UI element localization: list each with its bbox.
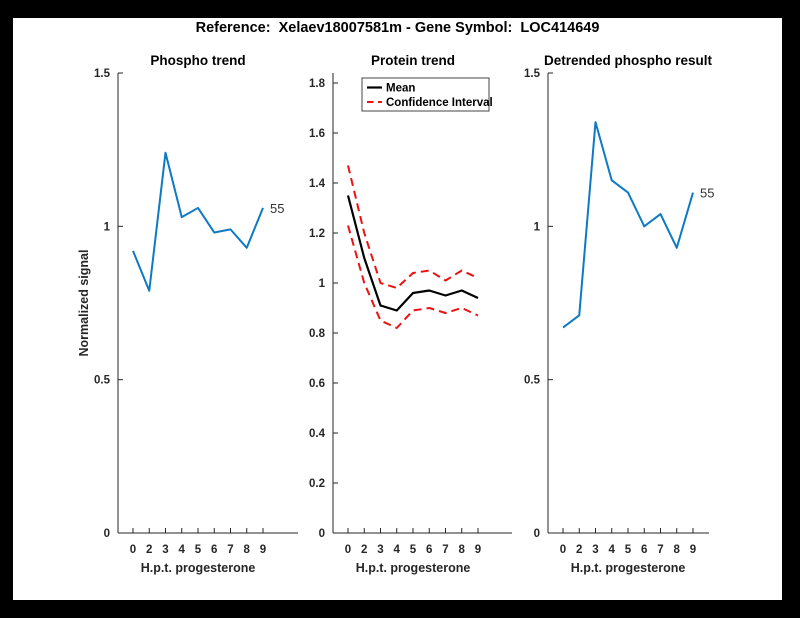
end-point-label: 55 bbox=[700, 186, 714, 201]
y-axis-label: Normalized signal bbox=[77, 250, 91, 357]
subplot-title: Protein trend bbox=[371, 53, 455, 68]
x-tick-label: 2 bbox=[361, 544, 367, 556]
x-tick-label: 5 bbox=[410, 544, 417, 556]
x-tick-label: 3 bbox=[592, 544, 598, 556]
x-tick-label: 5 bbox=[625, 544, 632, 556]
y-tick-label: 0.6 bbox=[309, 378, 325, 390]
x-tick-label: 9 bbox=[475, 544, 481, 556]
y-tick-label: 0 bbox=[319, 528, 325, 540]
subplot-protein-trend: 00.20.40.60.811.21.41.61.80 2 3 4 5 6 7 8 9Prote… bbox=[309, 53, 512, 575]
x-tick-label: 3 bbox=[162, 544, 168, 556]
x-tick-label: 6 bbox=[641, 544, 647, 556]
legend-label: Confidence Interval bbox=[386, 97, 493, 109]
y-tick-label: 1 bbox=[534, 221, 541, 233]
x-tick-label: 4 bbox=[609, 544, 616, 556]
x-tick-label: 0 bbox=[130, 544, 136, 556]
series-line-confidence-interval-upper bbox=[347, 165, 479, 289]
legend-label: Mean bbox=[386, 83, 415, 95]
y-tick-label: 0.4 bbox=[309, 428, 326, 440]
x-axis-label: H.p.t. progesterone bbox=[141, 561, 256, 575]
y-tick-label: 1 bbox=[104, 221, 111, 233]
x-tick-label: 7 bbox=[227, 544, 233, 556]
x-axis-label: H.p.t. progesterone bbox=[356, 561, 471, 575]
x-tick-label: 9 bbox=[690, 544, 696, 556]
y-tick-label: 0.2 bbox=[309, 478, 325, 490]
legend: Mean Confidence Interval bbox=[361, 77, 493, 112]
y-tick-label: 0 bbox=[534, 528, 540, 540]
x-tick-label: 8 bbox=[459, 544, 466, 556]
series-line-mean bbox=[346, 195, 479, 312]
x-tick-label: 9 bbox=[260, 544, 266, 556]
x-tick-label: 7 bbox=[657, 544, 663, 556]
x-tick-label: 7 bbox=[442, 544, 448, 556]
series-line-confidence-interval-lower bbox=[347, 225, 479, 329]
y-tick-label: 1.5 bbox=[524, 68, 541, 80]
x-tick-label: 3 bbox=[377, 544, 383, 556]
x-tick-label: 2 bbox=[146, 544, 152, 556]
y-tick-label: 0.8 bbox=[309, 328, 326, 340]
x-tick-label: 6 bbox=[211, 544, 217, 556]
y-tick-label: 1.8 bbox=[309, 78, 326, 90]
subplot-title: Phospho trend bbox=[150, 53, 245, 68]
y-tick-label: 0 bbox=[104, 528, 110, 540]
x-tick-label: 4 bbox=[394, 544, 401, 556]
x-tick-label: 4 bbox=[179, 544, 186, 556]
series-line-detrended-phospho-signal bbox=[562, 121, 694, 329]
y-tick-label: 0.5 bbox=[94, 375, 111, 387]
y-tick-label: 1.4 bbox=[309, 178, 326, 190]
y-tick-label: 1.6 bbox=[309, 128, 325, 140]
y-tick-label: 1.2 bbox=[309, 228, 325, 240]
series-line-phospho-signal bbox=[132, 151, 264, 292]
x-tick-label: 6 bbox=[426, 544, 432, 556]
x-tick-label: 5 bbox=[195, 544, 202, 556]
x-axis-label: H.p.t. progesterone bbox=[571, 561, 686, 575]
x-tick-label: 0 bbox=[560, 544, 566, 556]
y-tick-label: 0.5 bbox=[524, 375, 541, 387]
y-tick-label: 1 bbox=[319, 278, 326, 290]
x-tick-label: 2 bbox=[576, 544, 582, 556]
legend-box bbox=[361, 77, 490, 112]
figure-title: Reference: Xelaev18007581m - Gene Symbol… bbox=[195, 20, 600, 36]
x-tick-label: 8 bbox=[674, 544, 681, 556]
subplot-title: Detrended phospho result bbox=[544, 53, 713, 68]
y-tick-label: 1.5 bbox=[94, 68, 111, 80]
end-point-label: 55 bbox=[270, 201, 284, 216]
x-tick-label: 8 bbox=[244, 544, 251, 556]
x-tick-label: 0 bbox=[345, 544, 351, 556]
